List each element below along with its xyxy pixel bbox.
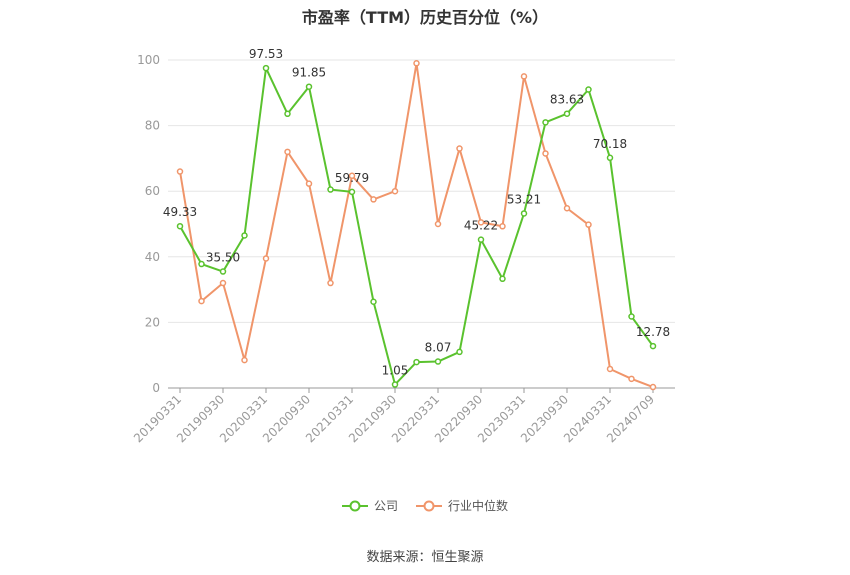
data-label: 12.78 [636, 325, 670, 339]
data-label: 53.21 [507, 192, 541, 206]
data-point[interactable] [348, 172, 356, 180]
y-tick-label: 0 [152, 381, 160, 395]
data-point[interactable] [370, 298, 377, 305]
data-label: 83.63 [550, 93, 584, 107]
data-point[interactable] [219, 268, 227, 275]
legend-swatch-company [341, 500, 368, 511]
data-point[interactable] [327, 279, 334, 287]
data-point[interactable] [606, 365, 614, 373]
data-label: 91.85 [292, 66, 326, 80]
legend-item-industry-median[interactable]: 行业中位数 [416, 497, 508, 514]
data-label: 59.79 [335, 171, 369, 185]
data-point[interactable] [542, 150, 549, 157]
data-point[interactable] [563, 205, 571, 212]
source-note: 数据来源：恒生聚源 [366, 550, 484, 565]
grid-lines [168, 59, 675, 389]
data-point[interactable] [305, 83, 313, 90]
data-label: 70.18 [593, 137, 627, 151]
data-point[interactable] [262, 255, 270, 262]
data-point[interactable] [434, 220, 442, 228]
data-point[interactable] [628, 375, 635, 383]
data-label: 49.33 [163, 205, 197, 219]
data-point[interactable] [499, 223, 506, 230]
data-point[interactable] [585, 86, 592, 93]
data-point[interactable] [391, 187, 399, 195]
data-point[interactable] [198, 297, 205, 305]
data-label: 35.50 [206, 251, 240, 265]
legend: 公司 行业中位数 [0, 497, 850, 514]
data-point[interactable] [284, 148, 291, 156]
series-line-1 [179, 62, 654, 388]
data-point[interactable] [241, 232, 248, 239]
y-tick-label: 20 [145, 315, 160, 329]
y-tick-label: 100 [137, 53, 160, 67]
legend-item-company[interactable]: 公司 [341, 497, 398, 514]
data-point[interactable] [305, 180, 313, 187]
data-label: 45.22 [464, 219, 498, 233]
data-point[interactable] [649, 383, 657, 391]
data-label: 97.53 [249, 47, 283, 61]
data-point[interactable] [520, 210, 528, 217]
data-point[interactable] [413, 60, 420, 67]
y-tick-label: 60 [145, 184, 160, 198]
data-point[interactable] [585, 221, 592, 228]
data-point[interactable] [413, 358, 420, 366]
data-point[interactable] [606, 154, 614, 162]
data-point[interactable] [391, 381, 399, 388]
data-point[interactable] [456, 348, 463, 356]
data-point[interactable] [219, 279, 227, 287]
data-point[interactable] [542, 119, 549, 126]
data-point[interactable] [284, 110, 291, 118]
y-tick-label: 40 [145, 250, 160, 264]
data-point[interactable] [477, 219, 485, 226]
axes: 0204060801002019033120190930202003312020… [131, 53, 675, 445]
data-point[interactable] [327, 186, 334, 193]
data-point[interactable] [241, 356, 248, 364]
legend-label-industry-median: 行业中位数 [448, 499, 509, 513]
data-point[interactable] [563, 110, 571, 117]
data-point[interactable] [434, 358, 442, 365]
data-point[interactable] [176, 222, 184, 230]
data-point[interactable] [456, 145, 463, 152]
data-point[interactable] [370, 196, 377, 203]
data-point[interactable] [520, 73, 528, 80]
data-point[interactable] [176, 168, 184, 175]
series-line-0 [179, 67, 654, 386]
data-point[interactable] [477, 236, 485, 243]
legend-label-company: 公司 [373, 499, 398, 513]
data-point[interactable] [649, 342, 657, 350]
y-tick-label: 80 [145, 119, 160, 133]
data-point[interactable] [262, 64, 270, 72]
data-point[interactable] [499, 275, 506, 283]
data-point[interactable] [348, 188, 356, 196]
data-point[interactable] [628, 313, 635, 320]
chart-title: 市盈率（TTM）历史百分位（%） [301, 8, 549, 27]
data-label: 1.05 [382, 364, 409, 378]
data-labels: 49.33 35.50 97.53 91.85 59.79 1.05 8.07 45.22 53… [163, 47, 670, 377]
data-point[interactable] [198, 260, 205, 268]
series-lines [176, 60, 657, 391]
legend-swatch-industry-median [416, 500, 442, 511]
data-label: 8.07 [425, 341, 452, 355]
